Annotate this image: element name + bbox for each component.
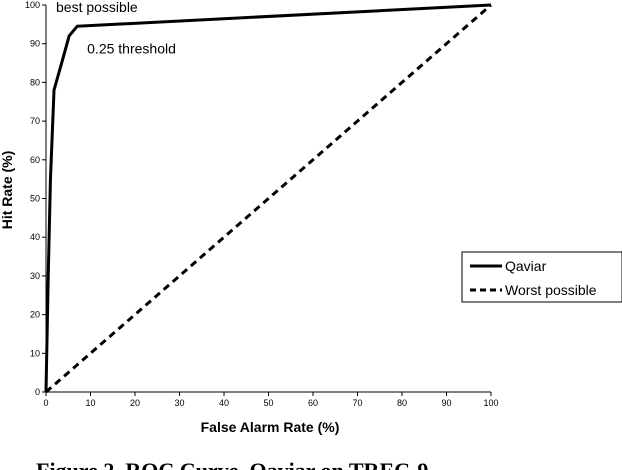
x-tick-label: 90: [441, 398, 451, 408]
y-tick-label: 30: [30, 271, 40, 281]
x-tick-label: 0: [43, 398, 48, 408]
y-tick-label: 70: [30, 116, 40, 126]
y-tick-label: 0: [35, 387, 40, 397]
y-tick-label: 90: [30, 39, 40, 49]
y-tick-label: 50: [30, 194, 40, 204]
annotation-best-possible: best possible: [56, 0, 138, 15]
figure-caption: Figure 2. ROC Curve, Qaviar on TREC-9: [36, 458, 428, 470]
series-layer: [44, 3, 492, 394]
y-tick-label: 20: [30, 310, 40, 320]
x-tick-label: 40: [219, 398, 229, 408]
x-axis-ticks: 0 10 20 30 40 50 60 70 80 90 100: [43, 392, 499, 408]
annotation-0-25-threshold: 0.25 threshold: [87, 40, 176, 56]
annotation-layer: best possible 0.25 threshold: [56, 0, 176, 56]
x-axis-title: False Alarm Rate (%): [201, 419, 340, 435]
x-tick-label: 10: [85, 398, 95, 408]
y-tick-label: 10: [30, 348, 40, 358]
x-tick-label: 30: [174, 398, 184, 408]
legend-box: [461, 251, 622, 303]
x-tick-label: 50: [263, 398, 273, 408]
plot-area: 0 10 20 30 40 50 60 70 80 90 100 0 10 20 30 40 50 60 70 80…: [25, 0, 499, 408]
x-tick-label: 100: [483, 398, 498, 408]
x-tick-label: 70: [352, 398, 362, 408]
series-line-worst-possible: [45, 3, 492, 394]
series-line-qaviar: [44, 3, 492, 393]
y-axis-ticks: 0 10 20 30 40 50 60 70 80 90 100: [25, 0, 46, 397]
x-tick-label: 60: [308, 398, 318, 408]
y-tick-label: 60: [30, 155, 40, 165]
y-axis-title: Hit Rate (%): [0, 151, 15, 230]
y-tick-label: 40: [30, 232, 40, 242]
legend-label-qaviar: Qaviar: [505, 258, 547, 274]
legend: Qaviar Worst possible: [461, 251, 622, 303]
legend-label-worst-possible: Worst possible: [505, 282, 597, 298]
y-tick-label: 80: [30, 77, 40, 87]
y-tick-label: 100: [25, 0, 40, 10]
x-tick-label: 80: [397, 398, 407, 408]
x-tick-label: 20: [130, 398, 140, 408]
